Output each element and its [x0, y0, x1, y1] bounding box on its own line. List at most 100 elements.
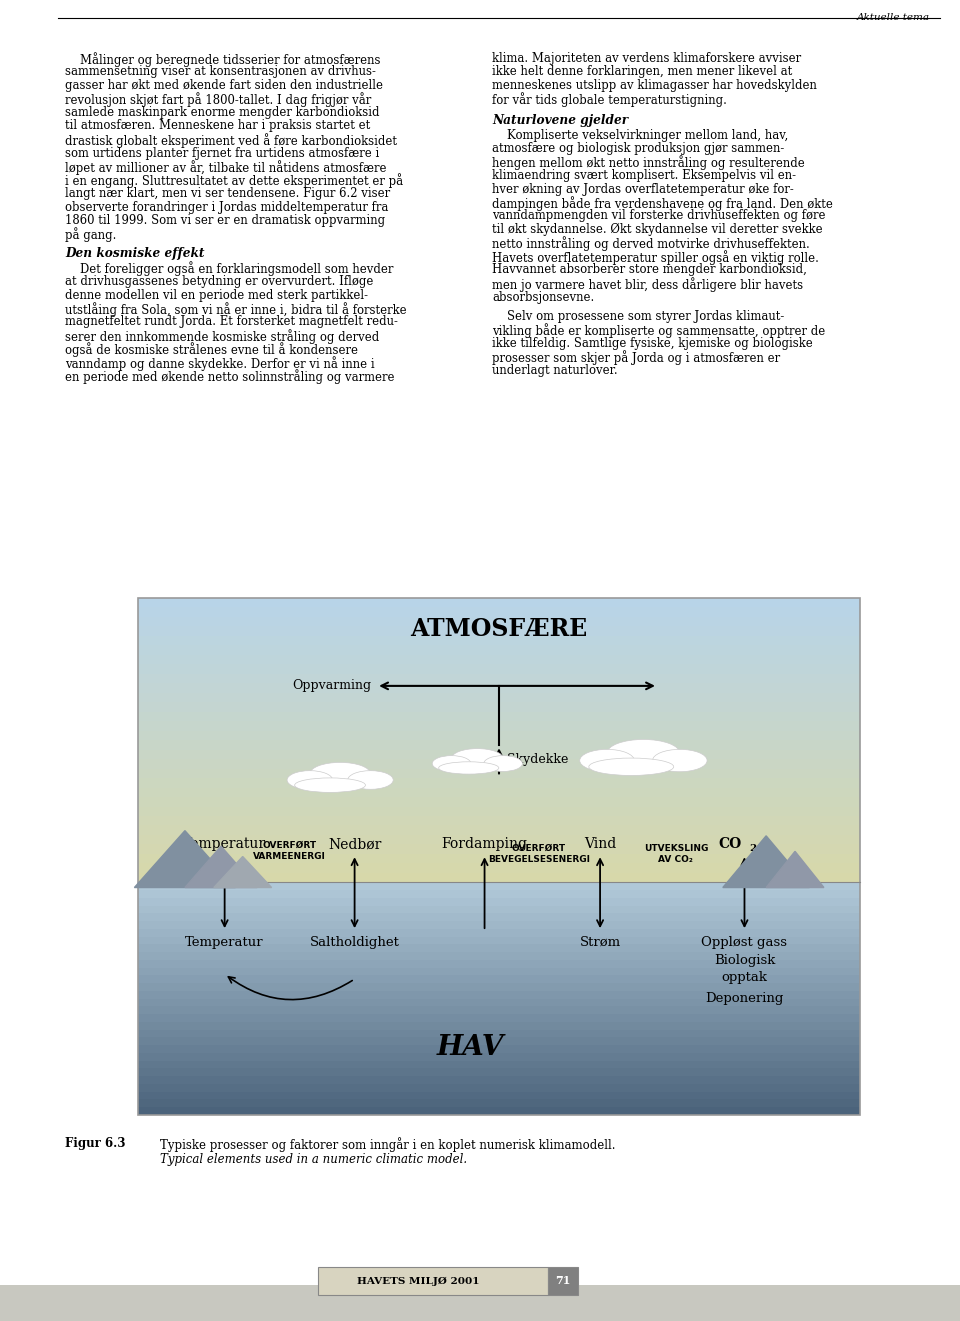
- Bar: [138, 655, 860, 664]
- Text: klimaendring svært komplisert. Eksempelvis vil en-: klimaendring svært komplisert. Eksempelv…: [492, 169, 796, 182]
- Ellipse shape: [588, 758, 674, 775]
- Bar: [138, 835, 860, 844]
- Text: CO: CO: [718, 838, 741, 851]
- Text: sammensetning viser at konsentrasjonen av drivhus-: sammensetning viser at konsentrasjonen a…: [65, 66, 376, 78]
- Text: utstlåing fra Sola, som vi nå er inne i, bidra til å forsterke: utstlåing fra Sola, som vi nå er inne i,…: [65, 303, 407, 317]
- Polygon shape: [134, 831, 235, 888]
- Bar: [138, 1099, 860, 1107]
- Ellipse shape: [607, 740, 680, 766]
- Text: magnetfeltet rundt Jorda. Et forsterket magnetfelt redu-: magnetfeltet rundt Jorda. Et forsterket …: [65, 316, 397, 329]
- Bar: [138, 646, 860, 655]
- Text: observerte forandringer i Jordas middeltemperatur fra: observerte forandringer i Jordas middelt…: [65, 201, 389, 214]
- Bar: [318, 1267, 548, 1295]
- Text: UTVEKSLING
AV CO₂: UTVEKSLING AV CO₂: [644, 844, 708, 864]
- Bar: [0, 1285, 960, 1321]
- Text: Målinger og beregnede tidsserier for atmosfærens: Målinger og beregnede tidsserier for atm…: [65, 52, 380, 67]
- Text: Havets overflatetemperatur spiller også en viktig rolle.: Havets overflatetemperatur spiller også …: [492, 250, 819, 266]
- Text: Selv om prosessene som styrer Jordas klimaut-: Selv om prosessene som styrer Jordas kli…: [492, 310, 784, 324]
- Ellipse shape: [295, 778, 366, 793]
- Bar: [138, 740, 860, 749]
- Ellipse shape: [310, 762, 371, 785]
- Text: menneskenes utslipp av klimagasser har hovedskylden: menneskenes utslipp av klimagasser har h…: [492, 79, 817, 92]
- Bar: [138, 712, 860, 721]
- Text: dampingen både fra verdenshavene og fra land. Den økte: dampingen både fra verdenshavene og fra …: [492, 196, 833, 211]
- Text: Typical elements used in a numeric climatic model.: Typical elements used in a numeric clima…: [160, 1153, 468, 1166]
- Bar: [138, 760, 860, 769]
- Text: OVERFØRT
VARMEENERGI: OVERFØRT VARMEENERGI: [253, 841, 326, 861]
- Bar: [138, 721, 860, 731]
- Bar: [138, 1069, 860, 1077]
- Bar: [138, 921, 860, 929]
- Text: HAVETS MILJØ 2001: HAVETS MILJØ 2001: [357, 1276, 479, 1285]
- Text: Skydekke: Skydekke: [507, 753, 568, 766]
- Polygon shape: [185, 847, 257, 888]
- Bar: [138, 617, 860, 626]
- Text: underlagt naturlover.: underlagt naturlover.: [492, 365, 617, 376]
- Text: netto innstråling og derved motvirke drivhuseffekten.: netto innstråling og derved motvirke dri…: [492, 236, 809, 251]
- Text: serer den innkommende kosmiske stråling og derved: serer den innkommende kosmiske stråling …: [65, 329, 379, 343]
- Bar: [138, 1107, 860, 1115]
- Bar: [138, 598, 860, 1115]
- Bar: [138, 749, 860, 760]
- Bar: [138, 664, 860, 674]
- Bar: [138, 1029, 860, 1037]
- Text: ikke tilfeldig. Samtlige fysiske, kjemiske og biologiske: ikke tilfeldig. Samtlige fysiske, kjemis…: [492, 337, 813, 350]
- Text: Biologisk
opptak: Biologisk opptak: [714, 954, 775, 984]
- Text: klima. Majoriteten av verdens klimaforskere avviser: klima. Majoriteten av verdens klimaforsk…: [492, 52, 802, 65]
- Text: absorbsjonsevne.: absorbsjonsevne.: [492, 291, 594, 304]
- Bar: [138, 991, 860, 999]
- Text: til atmosfæren. Menneskene har i praksis startet et: til atmosfæren. Menneskene har i praksis…: [65, 119, 371, 132]
- Text: atmosfære og biologisk produksjon gjør sammen-: atmosfære og biologisk produksjon gjør s…: [492, 141, 784, 155]
- Text: Oppvarming: Oppvarming: [292, 679, 372, 692]
- Bar: [138, 674, 860, 683]
- Bar: [138, 913, 860, 921]
- Ellipse shape: [484, 756, 522, 771]
- Text: Typiske prosesser og faktorer som inngår i en koplet numerisk klimamodell.: Typiske prosesser og faktorer som inngår…: [160, 1137, 615, 1152]
- Text: Oppløst gass: Oppløst gass: [702, 937, 787, 948]
- Bar: [548, 1267, 578, 1295]
- Text: Temperatur: Temperatur: [185, 937, 264, 948]
- Text: også de kosmiske strålenes evne til å kondensere: også de kosmiske strålenes evne til å ko…: [65, 342, 358, 358]
- Bar: [138, 952, 860, 960]
- Text: hengen mellom økt netto innstråling og resulterende: hengen mellom økt netto innstråling og r…: [492, 156, 804, 170]
- Bar: [138, 692, 860, 703]
- Bar: [138, 853, 860, 864]
- Text: hver økning av Jordas overflatetemperatur øke for-: hver økning av Jordas overflatetemperatu…: [492, 182, 794, 196]
- Bar: [138, 1022, 860, 1029]
- Bar: [138, 635, 860, 646]
- Bar: [138, 906, 860, 913]
- Text: vikling både er kompliserte og sammensatte, opptrer de: vikling både er kompliserte og sammensat…: [492, 324, 826, 338]
- Bar: [138, 816, 860, 826]
- Text: ATMOSFÆRE: ATMOSFÆRE: [410, 617, 588, 641]
- Bar: [138, 844, 860, 853]
- Text: Kompliserte vekselvirkninger mellom land, hav,: Kompliserte vekselvirkninger mellom land…: [492, 128, 788, 141]
- Bar: [138, 598, 860, 608]
- Bar: [138, 999, 860, 1007]
- Text: 1860 til 1999. Som vi ser er en dramatisk oppvarming: 1860 til 1999. Som vi ser er en dramatis…: [65, 214, 385, 227]
- Bar: [138, 1007, 860, 1015]
- Text: vanndamp og danne skydekke. Derfor er vi nå inne i: vanndamp og danne skydekke. Derfor er vi…: [65, 355, 374, 371]
- FancyArrowPatch shape: [228, 976, 352, 1000]
- Bar: [138, 778, 860, 787]
- Text: 71: 71: [555, 1276, 570, 1287]
- Bar: [138, 1085, 860, 1091]
- Text: Den kosmiske effekt: Den kosmiske effekt: [65, 247, 204, 260]
- Text: Figur 6.3: Figur 6.3: [65, 1137, 126, 1151]
- Bar: [138, 983, 860, 991]
- Text: prosesser som skjer på Jorda og i atmosfæren er: prosesser som skjer på Jorda og i atmosf…: [492, 350, 780, 366]
- Text: Vind: Vind: [584, 838, 616, 851]
- Bar: [138, 826, 860, 835]
- Text: på gang.: på gang.: [65, 227, 116, 242]
- Text: Det foreligger også en forklaringsmodell som hevder: Det foreligger også en forklaringsmodell…: [65, 262, 394, 276]
- Bar: [138, 1015, 860, 1022]
- Text: som urtidens planter fjernet fra urtidens atmosfære i: som urtidens planter fjernet fra urtiden…: [65, 147, 379, 160]
- Bar: [138, 1077, 860, 1085]
- Bar: [138, 731, 860, 740]
- Ellipse shape: [432, 756, 471, 771]
- Bar: [138, 937, 860, 945]
- Text: gasser har økt med økende fart siden den industrielle: gasser har økt med økende fart siden den…: [65, 79, 383, 92]
- Bar: [138, 873, 860, 882]
- Text: Deponering: Deponering: [706, 992, 783, 1005]
- Text: en periode med økende netto solinnstråling og varmere: en periode med økende netto solinnstråli…: [65, 370, 395, 384]
- Text: drastisk globalt eksperiment ved å føre karbondioksidet: drastisk globalt eksperiment ved å føre …: [65, 133, 397, 148]
